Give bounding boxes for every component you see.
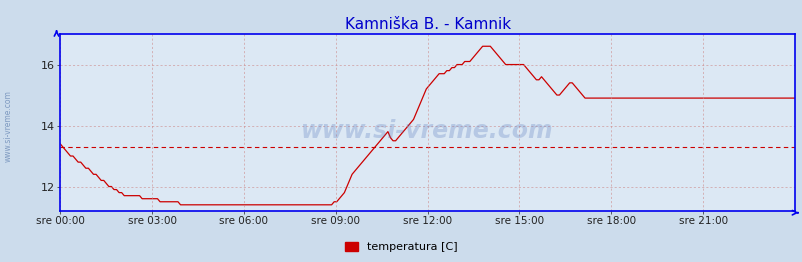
- Legend: temperatura [C]: temperatura [C]: [340, 237, 462, 256]
- Text: www.si-vreme.com: www.si-vreme.com: [3, 90, 13, 162]
- Title: Kamniška B. - Kamnik: Kamniška B. - Kamnik: [344, 17, 510, 31]
- Text: www.si-vreme.com: www.si-vreme.com: [301, 119, 553, 143]
